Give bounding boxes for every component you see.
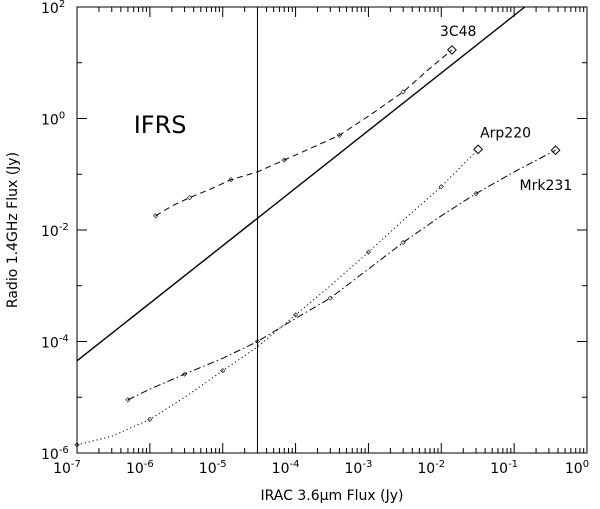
- series-point: [220, 368, 226, 374]
- series-endpoint-mrk231: [550, 145, 561, 156]
- axis-ticks: [76, 6, 588, 454]
- plot-frame: [76, 6, 588, 454]
- series-point: [186, 195, 193, 201]
- x-axis-title: IRAC 3.6μm Flux (Jy): [261, 488, 404, 504]
- x-tick-label: 10-6: [126, 459, 154, 477]
- x-tick-label: 10-7: [53, 459, 81, 477]
- series-line-mrk231: [127, 149, 556, 401]
- series-point: [182, 371, 188, 377]
- x-tick-labels: 10-7 10-6 10-5 10-4 10-3 10-2 10-1 100: [53, 459, 589, 477]
- series-point: [400, 89, 406, 95]
- series-point: [228, 177, 234, 183]
- chart-lines: [76, 6, 526, 453]
- x-tick-label: 10-2: [417, 459, 445, 477]
- y-tick-label: 10-4: [41, 334, 69, 352]
- series-label-3c48: 3C48: [440, 24, 477, 40]
- series-endpoint-arp220: [473, 144, 484, 155]
- y-tick-label: 100: [41, 111, 65, 129]
- series-label-arp220: Arp220: [480, 125, 531, 141]
- series-point: [400, 239, 406, 245]
- series-label-mrk231: Mrk231: [520, 178, 573, 194]
- y-tick-label: 102: [41, 0, 65, 17]
- x-tick-label: 10-5: [199, 459, 227, 477]
- series-point: [281, 157, 287, 163]
- series-line-arp220: [76, 148, 479, 446]
- x-tick-label: 10-4: [272, 459, 300, 477]
- series-point: [153, 213, 159, 219]
- series-point: [365, 249, 371, 255]
- y-tick-label: 10-6: [41, 445, 69, 463]
- series-point: [147, 416, 153, 422]
- series-point: [125, 397, 131, 403]
- series-point: [327, 295, 333, 301]
- series-point: [74, 442, 80, 448]
- ratio-diagonal-line: [76, 6, 526, 362]
- series-point: [336, 132, 342, 138]
- series-endpoint-3c48: [446, 44, 457, 55]
- y-tick-label: 10-2: [41, 222, 69, 240]
- ifrs-region-label: IFRS: [134, 111, 187, 139]
- series-line-3c48: [155, 49, 453, 217]
- series-point: [473, 191, 479, 197]
- series-point: [254, 338, 261, 345]
- x-tick-label: 10-3: [345, 459, 373, 477]
- x-tick-label: 10-1: [490, 459, 518, 477]
- series-group: 3C48 Arp220 Mrk231: [74, 24, 573, 448]
- y-tick-labels: 10-6 10-4 10-2 100 102: [41, 0, 69, 463]
- y-axis-title: Radio 1.4GHz Flux (Jy): [5, 152, 21, 308]
- series-point: [438, 184, 444, 190]
- x-tick-label: 100: [565, 459, 589, 477]
- series-point: [293, 312, 299, 318]
